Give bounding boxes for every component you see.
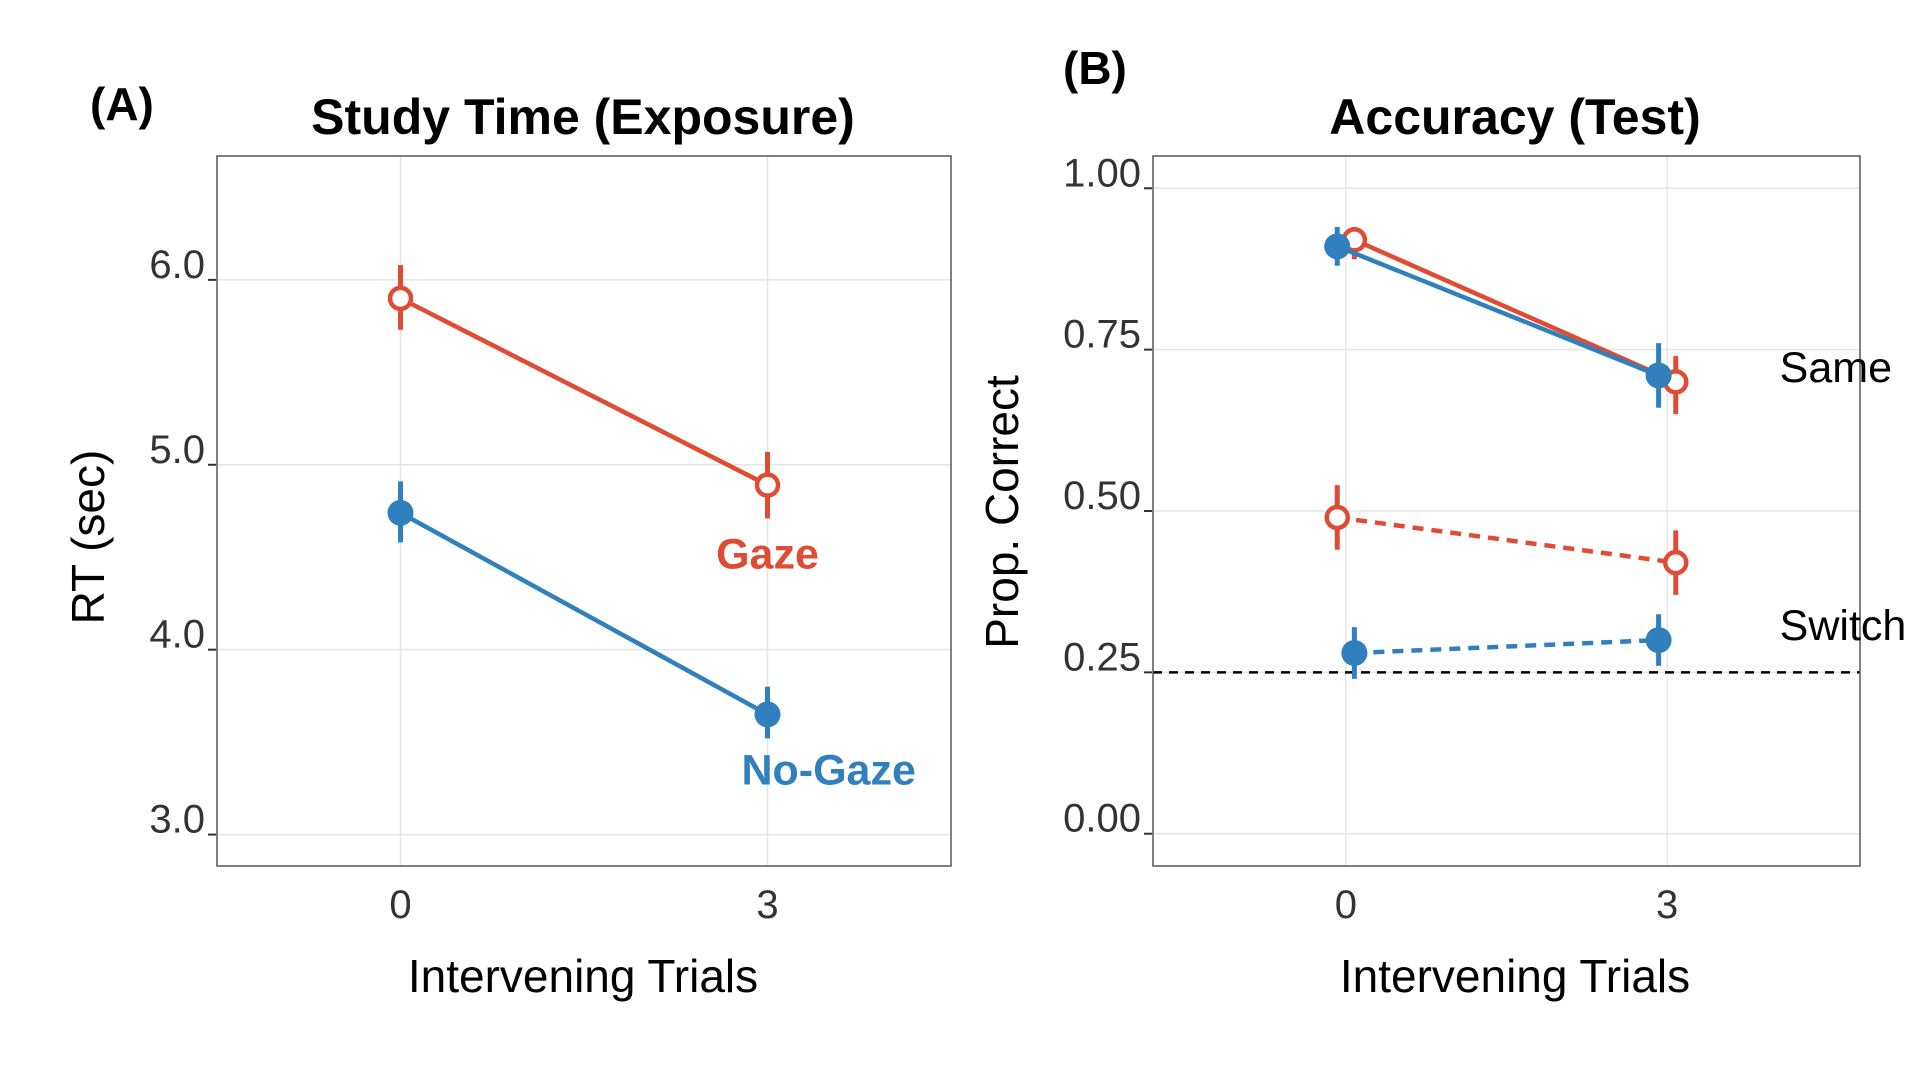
condition-label: Switch xyxy=(1780,602,1907,650)
x-tick-label: 3 xyxy=(1656,883,1678,927)
x-axis-label-a: Intervening Trials xyxy=(408,950,758,1002)
condition-label: Same xyxy=(1780,344,1892,392)
plot-frame-a xyxy=(216,155,952,867)
data-point xyxy=(1663,549,1689,576)
series-labels-b: Same Switch xyxy=(1780,344,1907,650)
y-tick-label: 0.00 xyxy=(1063,797,1141,841)
y-tick-label: 1.00 xyxy=(1063,151,1141,195)
grid-b xyxy=(1153,156,1860,866)
series-line xyxy=(399,296,769,488)
y-tick-label: 0.25 xyxy=(1063,635,1141,679)
panel-a: (A) Study Time (Exposure) Intervening Tr… xyxy=(62,78,952,1002)
y-tick-label: 3.0 xyxy=(149,798,205,842)
data-series-b xyxy=(1324,227,1689,679)
series-line xyxy=(1336,515,1677,565)
x-tick-label: 0 xyxy=(1335,883,1357,927)
chart-title-b: Accuracy (Test) xyxy=(1329,89,1700,145)
y-tick-label: 0.75 xyxy=(1063,313,1141,357)
data-point xyxy=(1324,233,1351,260)
x-tick-label: 3 xyxy=(756,883,778,927)
data-series-a xyxy=(387,265,781,739)
data-point xyxy=(1645,362,1672,389)
data-point xyxy=(1645,627,1672,654)
y-tick-label: 5.0 xyxy=(149,428,205,472)
data-point xyxy=(1341,640,1368,666)
tick-labels-b: 0.00 0.25 0.50 0.75 1.00 0 3 xyxy=(1063,151,1678,927)
panel-label-b: (B) xyxy=(1063,42,1127,94)
data-point xyxy=(754,701,781,728)
panel-b: (B) Accuracy (Test) Intervening Trials P… xyxy=(976,42,1906,1002)
data-point xyxy=(1324,504,1350,531)
series-line xyxy=(399,510,769,717)
series-labels-a: Gaze No-Gaze xyxy=(716,530,916,794)
series-line xyxy=(1336,244,1660,378)
y-axis-label-b: Prop. Correct xyxy=(976,375,1028,649)
data-point xyxy=(387,499,414,526)
y-tick-label: 0.50 xyxy=(1063,474,1141,518)
series-line xyxy=(1354,637,1659,656)
x-axis-label-b: Intervening Trials xyxy=(1340,950,1690,1002)
x-tick-label: 0 xyxy=(389,883,411,927)
series-label: Gaze xyxy=(716,530,819,578)
series-label: No-Gaze xyxy=(741,747,915,795)
panel-label-a: (A) xyxy=(90,78,154,130)
y-tick-label: 4.0 xyxy=(149,613,205,657)
data-point xyxy=(754,472,781,498)
y-axis-label-a: RT (sec) xyxy=(62,450,114,625)
series-line xyxy=(1353,237,1677,384)
chart-title-a: Study Time (Exposure) xyxy=(311,89,855,145)
data-point xyxy=(387,285,414,312)
plot-frame-b xyxy=(1152,155,1861,867)
y-tick-label: 6.0 xyxy=(149,243,205,287)
tick-labels-a: 3.0 4.0 5.0 6.0 0 3 xyxy=(149,243,778,927)
